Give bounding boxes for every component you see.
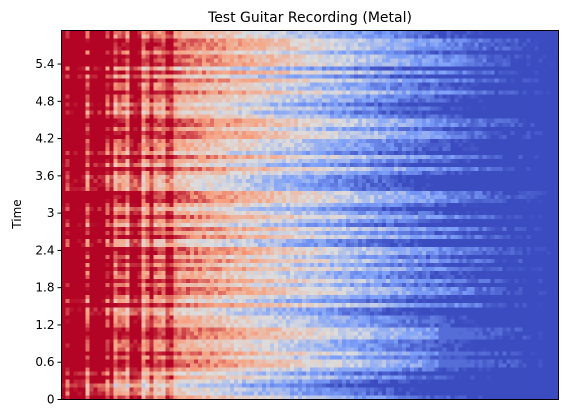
y-tick-label: 3.6 (35, 169, 54, 183)
y-tick-label: 2.4 (35, 243, 54, 257)
y-axis-ticks: 0 0.6 1.2 1.8 2.4 3 3.6 4.2 4.8 5.4 (35, 57, 62, 407)
y-tick-label: 1.2 (35, 318, 54, 332)
plot-frame (61, 30, 559, 400)
spectrogram-heatmap (61, 30, 559, 400)
y-axis-label: Time (10, 199, 24, 229)
y-tick-label: 1.8 (35, 281, 54, 295)
y-tick-label: 4.8 (35, 94, 54, 108)
y-tick-label: 0.6 (35, 355, 54, 369)
y-tick-label: 4.2 (35, 132, 54, 146)
y-tick-label: 0 (47, 393, 55, 407)
y-tick-label: 3 (47, 206, 55, 220)
chart-title: Test Guitar Recording (Metal) (207, 10, 412, 26)
y-tick-label: 5.4 (35, 57, 54, 71)
heatmap-image (61, 30, 559, 400)
